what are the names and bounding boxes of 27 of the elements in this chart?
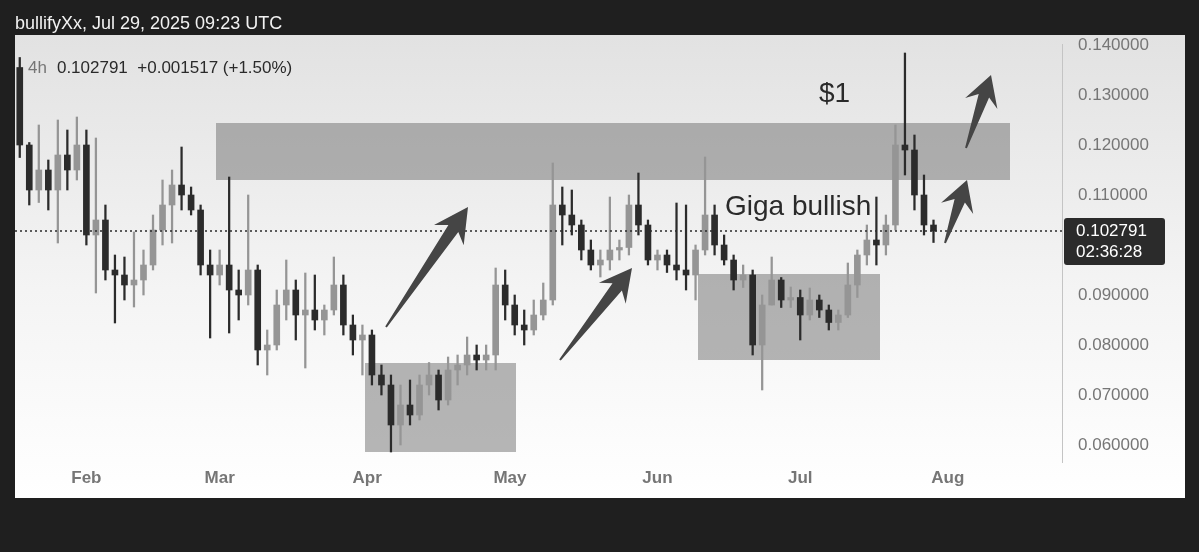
y-tick-label: 0.080000 [1078,334,1149,354]
candlestick [654,249,661,271]
candlestick [359,324,366,376]
x-tick-label: Apr [352,467,383,487]
candlestick [178,146,185,211]
y-tick-label: 0.130000 [1078,84,1149,104]
x-tick-label: Jun [642,467,673,487]
x-tick-label: Aug [931,467,965,487]
y-tick-label: 0.070000 [1078,384,1149,404]
annotation: $1 [819,77,851,109]
text: 0.102791 +0.001517 (+1.50%) [56,58,293,77]
text: bullifyXx, Jul 29, 2025 09:23 UTC [15,12,283,34]
candlestick [616,239,623,261]
annotation: Giga bullish [725,190,872,222]
ref-line-label: 0.102791 02:36:28 [1076,220,1147,262]
text: 4h [28,58,47,77]
y-tick-label: 0.060000 [1078,434,1149,454]
candlestick [121,256,128,301]
y-tick-label: 0.090000 [1078,284,1149,304]
x-tick-label: May [493,467,528,487]
x-tick-label: Feb [71,467,102,487]
x-tick-label: Jul [787,467,813,487]
y-tick-label: 0.110000 [1078,184,1148,204]
candlestick [454,354,461,386]
y-tick-label: 0.140000 [1078,34,1149,54]
x-tick-label: Mar [204,467,236,487]
y-tick-label: 0.120000 [1078,134,1149,154]
